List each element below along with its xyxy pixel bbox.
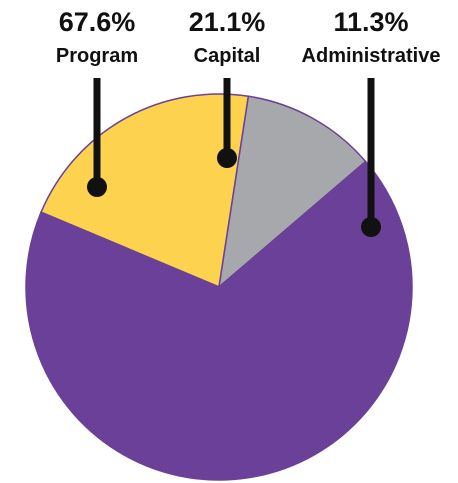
percent-label-capital: 21.1% [189,7,266,37]
percent-label-administrative: 11.3% [333,7,408,37]
leader-dot-administrative [361,217,381,237]
pie-slice-capital [40,93,250,289]
category-label-capital: Capital [194,45,261,67]
leader-dot-program [87,177,107,197]
category-label-administrative: Administrative [302,45,441,67]
leader-lines [87,78,381,237]
pie-slice-administrative [217,95,367,289]
pie-slice-program [25,160,413,481]
leader-dot-capital [217,148,237,168]
pie-slices [25,93,413,481]
percent-label-program: 67.6% [59,7,136,37]
slice-labels: 67.6% Program 21.1% Capital 11.3% Administrat… [56,7,441,67]
category-label-program: Program [56,45,138,67]
